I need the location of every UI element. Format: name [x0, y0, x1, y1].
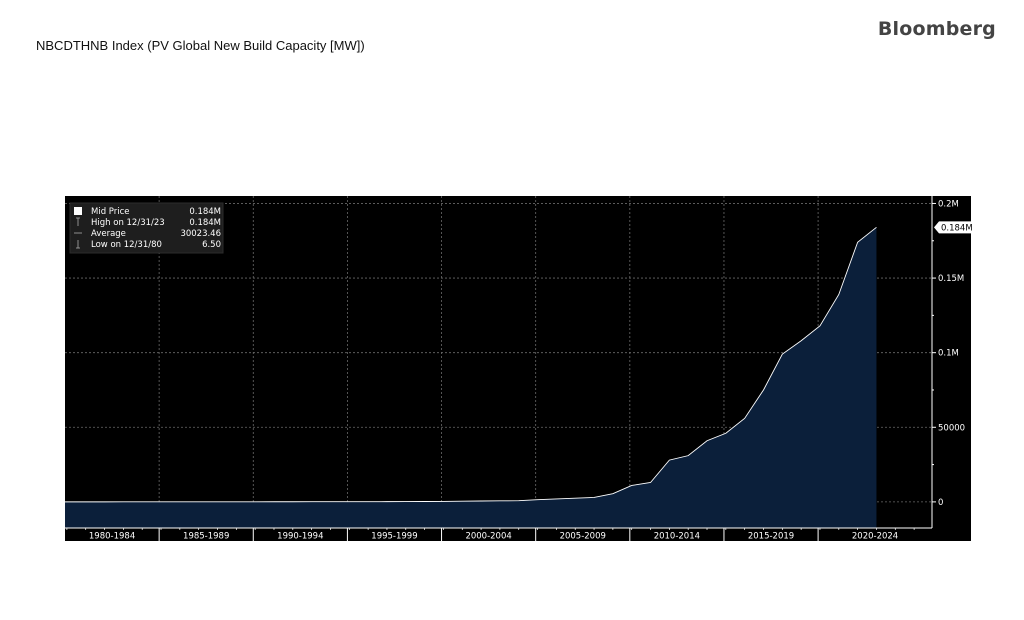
y-tick-label: 0.2M: [938, 199, 959, 209]
area-fill: [65, 227, 877, 528]
x-tick-label: 1985-1989: [183, 532, 229, 542]
x-tick-label: 1995-1999: [371, 532, 417, 542]
last-value-badge: 0.184M: [934, 221, 973, 234]
x-tick-label: 2010-2014: [654, 532, 700, 542]
legend-marker-square: [74, 207, 82, 215]
page-title: NBCDTHNB Index (PV Global New Build Capa…: [36, 38, 365, 53]
legend-item-label: High on 12/31/23: [91, 218, 165, 228]
legend: Mid Price 0.184M High on 12/31/23 0.184M Ave…: [69, 202, 224, 254]
x-tick-label: 2015-2019: [748, 532, 794, 542]
y-tick-label: 0: [938, 498, 943, 508]
legend-item-value: 30023.46: [180, 229, 221, 239]
x-axis: 1980-1984 1985-1989 1990-1994 1995-1999 2000…: [65, 527, 932, 542]
x-tick-label: 2020-2024: [852, 532, 898, 542]
area-series: [65, 226, 877, 528]
legend-item-label: Low on 12/31/80: [91, 240, 162, 250]
legend-item-value: 0.184M: [189, 207, 221, 217]
y-axis: 0 50000 0.1M 0.15M 0.2M: [931, 196, 965, 528]
y-tick-label: 50000: [938, 423, 965, 433]
series-line: [65, 226, 877, 503]
legend-item-label: Mid Price: [91, 207, 130, 217]
x-tick-label: 2000-2004: [465, 532, 511, 542]
x-tick-label: 2005-2009: [560, 532, 606, 542]
bloomberg-logo: Bloomberg: [877, 18, 996, 40]
legend-item-value: 0.184M: [189, 218, 221, 228]
legend-item-label: Average: [91, 229, 126, 239]
y-tick-label: 0.15M: [938, 274, 964, 284]
x-tick-label: 1990-1994: [277, 532, 323, 542]
last-value-tag: [934, 221, 972, 234]
legend-box: [69, 202, 224, 254]
last-value-label: 0.184M: [941, 223, 973, 233]
x-tick-label: 1980-1984: [89, 532, 135, 542]
y-tick-label: 0.1M: [938, 349, 959, 359]
legend-item-value: 6.50: [202, 240, 221, 250]
